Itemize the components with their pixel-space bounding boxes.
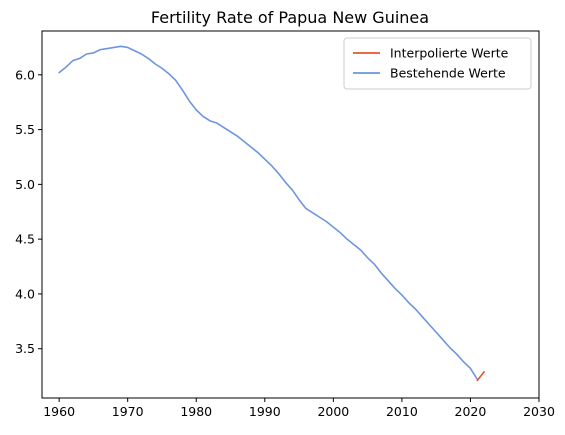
y-tick-label: 5.0 xyxy=(15,177,35,192)
y-tick-label: 4.0 xyxy=(15,286,35,301)
y-axis: 3.5 4.0 4.5 5.0 5.5 6.0 xyxy=(15,67,42,356)
x-tick-label: 2030 xyxy=(523,404,555,419)
y-tick-label: 5.5 xyxy=(15,122,35,137)
x-axis: 1960 1970 1980 1990 2000 2010 2020 2030 xyxy=(43,398,555,419)
plot-area xyxy=(42,31,539,398)
x-tick-label: 2020 xyxy=(455,404,487,419)
x-tick-label: 1960 xyxy=(43,404,75,419)
x-tick-label: 2010 xyxy=(386,404,418,419)
legend-label: Interpolierte Werte xyxy=(390,46,509,61)
y-tick-label: 3.5 xyxy=(15,341,35,356)
x-tick-label: 1980 xyxy=(180,404,212,419)
x-tick-label: 1970 xyxy=(112,404,144,419)
series-line-0 xyxy=(476,370,485,382)
x-tick-label: 1990 xyxy=(249,404,281,419)
series-line-1 xyxy=(58,45,479,381)
y-tick-label: 4.5 xyxy=(15,232,35,247)
legend-label: Bestehende Werte xyxy=(390,66,506,81)
plot-frame xyxy=(41,30,540,399)
chart-title: Fertility Rate of Papua New Guinea xyxy=(151,8,429,27)
legend: Interpolierte Werte Bestehende Werte xyxy=(343,37,532,90)
series-layer xyxy=(58,45,485,382)
y-tick-label: 6.0 xyxy=(15,67,35,82)
legend-box xyxy=(343,37,532,90)
x-tick-label: 2000 xyxy=(317,404,349,419)
